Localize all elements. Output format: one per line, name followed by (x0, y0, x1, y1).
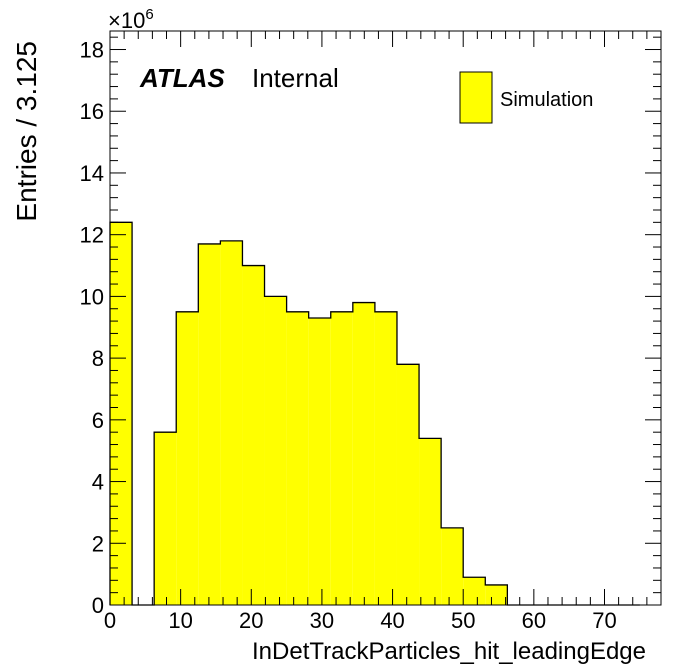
plot-frame (109, 30, 662, 606)
y-tick-label: 16 (80, 99, 104, 124)
x-tick-labels: 0 10 20 30 40 50 60 70 (104, 608, 617, 633)
histogram-bar (352, 302, 375, 605)
y-tick-label: 2 (92, 531, 104, 556)
legend-swatch (459, 71, 493, 124)
histogram-bar (330, 311, 353, 605)
y-tick-label: 6 (92, 408, 104, 433)
y-tick-label: 18 (80, 38, 104, 63)
y-tick-labels: 0 2 4 6 8 10 12 14 16 18 (80, 38, 104, 618)
histogram-bar (154, 432, 177, 605)
histogram-outline (109, 221, 640, 606)
histogram-bar (286, 311, 309, 605)
x-tick-label: 70 (592, 608, 616, 633)
y-axis-title: Entries / 3.125 (11, 41, 42, 222)
legend-label: Simulation (500, 89, 593, 111)
x-tick-label: 0 (104, 608, 116, 633)
x-tick-label: 10 (168, 608, 192, 633)
y-tick-label: 8 (92, 346, 104, 371)
histogram-bar (176, 311, 199, 605)
histogram-bar (110, 222, 133, 606)
histogram-bar (198, 243, 221, 605)
histogram-bar (374, 311, 397, 605)
x-axis-title: InDetTrackParticles_hit_leadingEdge (252, 638, 646, 665)
axis-ticks (109, 31, 662, 606)
histogram-bars (110, 222, 508, 606)
histogram-bar (396, 364, 420, 605)
x-tick-label: 40 (380, 608, 404, 633)
x-tick-label: 60 (522, 608, 546, 633)
y-tick-label: 0 (92, 593, 104, 618)
y-tick-label: 4 (92, 470, 104, 495)
y-tick-label: 10 (80, 284, 104, 309)
y-tick-label: 14 (80, 161, 104, 186)
histogram-bar (419, 438, 442, 605)
y-multiplier: ×106 (108, 6, 154, 33)
atlas-label: ATLAS (139, 63, 225, 93)
histogram-step-line (109, 221, 640, 606)
histogram-bar (308, 318, 331, 605)
x-tick-label: 50 (451, 608, 475, 633)
histogram-bar (264, 296, 287, 605)
histogram-bar (485, 584, 508, 605)
x-tick-label: 30 (310, 608, 334, 633)
y-tick-label: 12 (80, 223, 104, 248)
histogram-bar (242, 265, 265, 605)
x-tick-label: 20 (239, 608, 263, 633)
histogram-bar (441, 527, 464, 605)
histogram-bar (463, 577, 486, 605)
atlas-status: Internal (252, 63, 339, 93)
histogram-bar (220, 240, 243, 605)
